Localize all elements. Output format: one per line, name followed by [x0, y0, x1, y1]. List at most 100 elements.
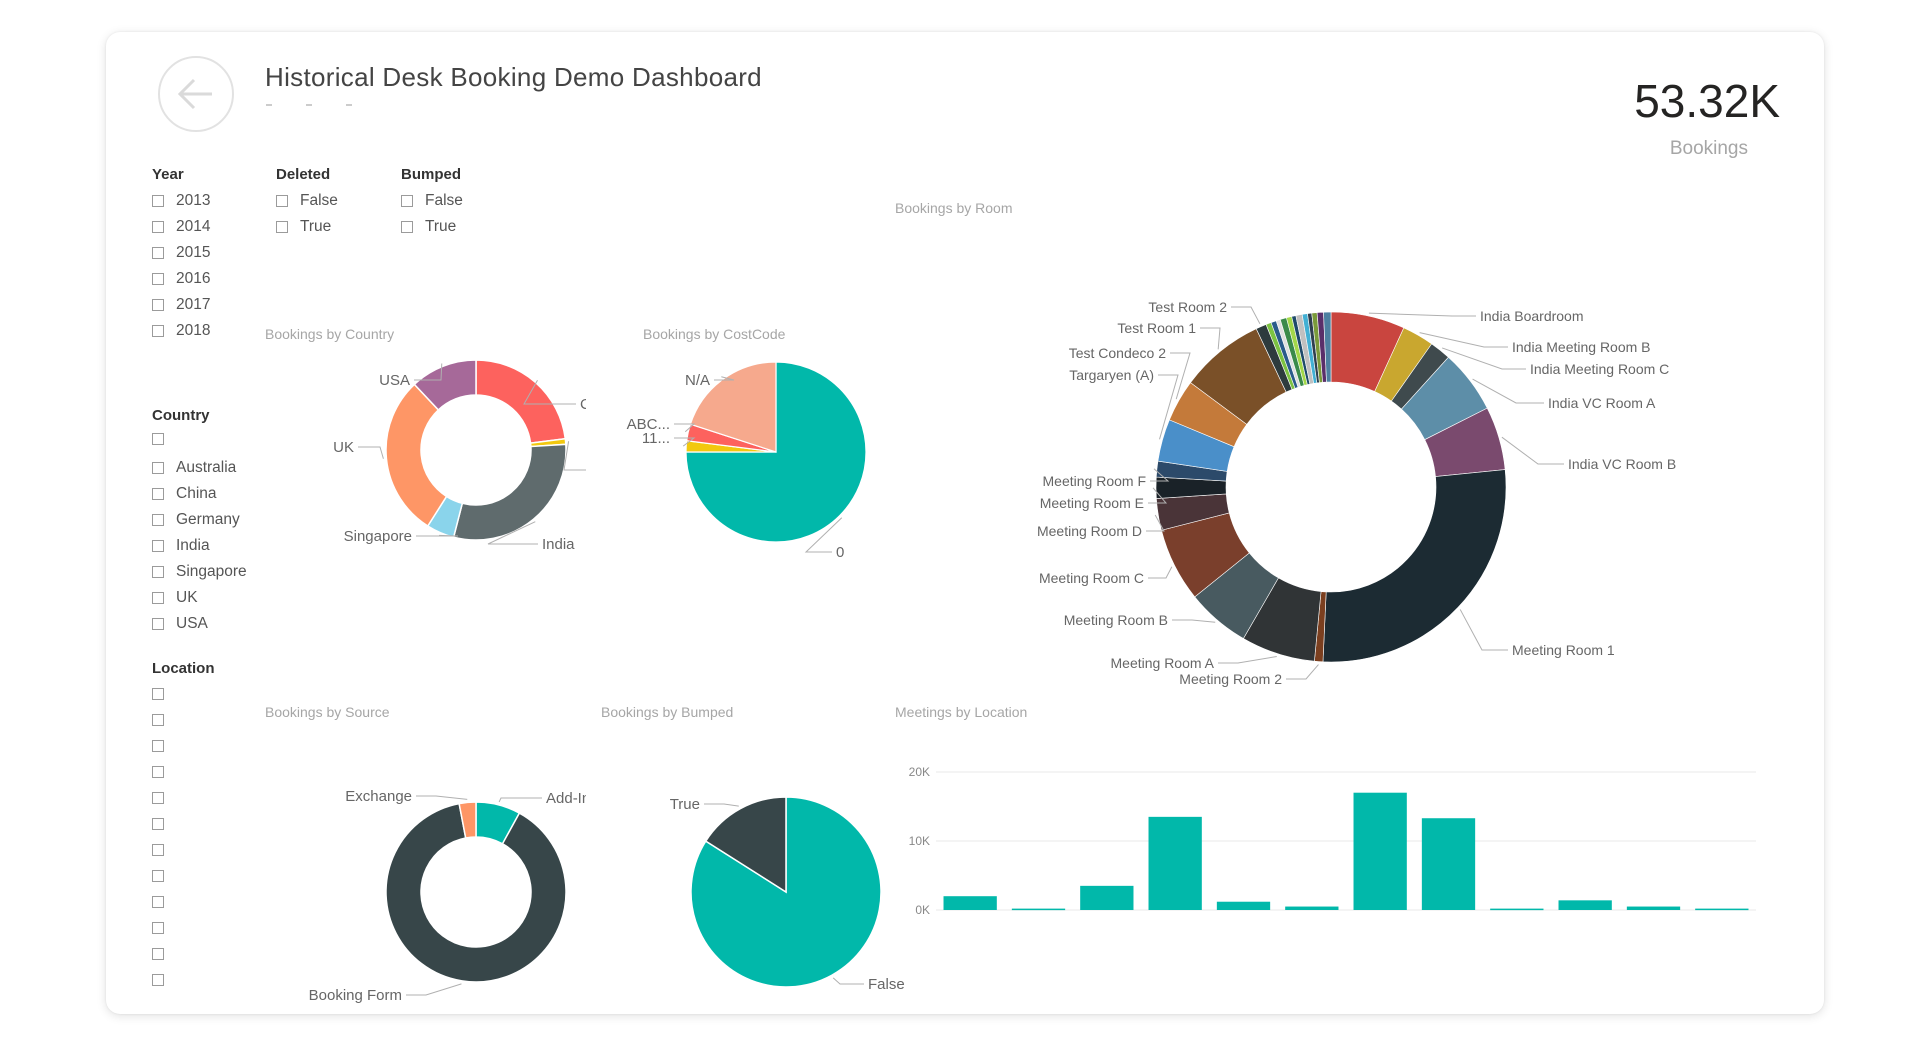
pie-slice[interactable]	[689, 361, 777, 453]
leader-line	[1148, 566, 1173, 579]
slicer-country-item[interactable]: Australia	[152, 459, 236, 477]
data-label: Meeting Room E	[1040, 495, 1144, 511]
data-label: Exchange	[345, 788, 412, 805]
pie-slice[interactable]	[413, 359, 477, 411]
slicer-country-item[interactable]: USA	[152, 615, 208, 633]
slicer-year-item[interactable]: 2016	[152, 270, 210, 288]
slicer-location-checkbox[interactable]	[152, 870, 164, 882]
checkbox[interactable]	[152, 462, 164, 474]
checkbox[interactable]	[152, 433, 164, 445]
slicer-year-item[interactable]: 2015	[152, 244, 210, 262]
bar[interactable]	[1490, 908, 1544, 911]
data-label: Booking Form	[309, 987, 402, 1004]
pie-slice[interactable]	[1323, 311, 1332, 383]
checkbox[interactable]	[152, 221, 164, 233]
checkbox[interactable]	[152, 325, 164, 337]
slicer-country-item[interactable]: China	[152, 485, 217, 503]
kpi-bookings-value: 53.32K	[1634, 75, 1780, 127]
bar[interactable]	[1216, 901, 1271, 910]
slicer-location-checkbox[interactable]	[152, 740, 164, 752]
chart-title-costcode: Bookings by CostCode	[643, 326, 786, 342]
checkbox[interactable]	[152, 592, 164, 604]
bar[interactable]	[943, 896, 997, 910]
slicer-bumped-item[interactable]: False	[401, 192, 463, 210]
slicer-country-item[interactable]	[152, 433, 176, 445]
checkbox[interactable]	[152, 566, 164, 578]
leader-line	[1419, 332, 1508, 348]
slicer-year-item[interactable]: 2014	[152, 218, 210, 236]
leader-line	[1150, 468, 1170, 482]
leader-line	[1158, 374, 1179, 440]
bar[interactable]	[1626, 906, 1681, 910]
checkbox[interactable]	[152, 540, 164, 552]
pie-slice[interactable]	[385, 802, 567, 983]
y-tick-label: 10K	[909, 834, 930, 848]
pie-slice[interactable]	[704, 796, 787, 894]
bar[interactable]	[1353, 792, 1407, 910]
slicer-location-checkbox[interactable]	[152, 896, 164, 908]
checkbox[interactable]	[152, 247, 164, 259]
slicer-country-item[interactable]: UK	[152, 589, 198, 607]
slicer-year-item[interactable]: 2017	[152, 296, 210, 314]
bar[interactable]	[1285, 906, 1339, 910]
slicer-location-checkbox[interactable]	[152, 818, 164, 830]
arrow-left-icon	[177, 78, 212, 110]
slicer-year-item[interactable]: 2013	[152, 192, 210, 210]
leader-line	[1172, 619, 1216, 623]
leader-line	[1441, 347, 1526, 370]
checkbox[interactable]	[152, 299, 164, 311]
slicer-location-title: Location	[152, 660, 215, 677]
checkbox[interactable]	[276, 221, 288, 233]
data-label: India VC Room A	[1548, 395, 1656, 411]
slicer-location-checkbox[interactable]	[152, 792, 164, 804]
slicer-location-checkbox[interactable]	[152, 844, 164, 856]
slicer-bumped-title: Bumped	[401, 166, 461, 183]
slicer-location-checkbox[interactable]	[152, 974, 164, 986]
title-underline	[266, 104, 356, 106]
leader-line	[1472, 378, 1544, 404]
pie-slice[interactable]	[452, 443, 567, 541]
slicer-deleted-label: True	[300, 218, 332, 235]
slicer-country-label: UK	[176, 589, 198, 606]
bar[interactable]	[1148, 816, 1202, 910]
slicer-deleted-item[interactable]: False	[276, 192, 338, 210]
slicer-deleted-item[interactable]: True	[276, 218, 331, 236]
checkbox[interactable]	[152, 488, 164, 500]
bar[interactable]	[1695, 908, 1749, 911]
chart-location: 20K 10K 0K	[909, 765, 1756, 917]
slicer-location-checkbox[interactable]	[152, 766, 164, 778]
slicer-bumped-item[interactable]: True	[401, 218, 456, 236]
checkbox[interactable]	[152, 618, 164, 630]
leader-line	[1170, 352, 1191, 400]
bar[interactable]	[1558, 900, 1612, 910]
slicer-country-item[interactable]: Germany	[152, 511, 240, 529]
bar[interactable]	[1011, 908, 1066, 911]
slicer-year-item[interactable]: 2018	[152, 322, 210, 340]
checkbox[interactable]	[152, 195, 164, 207]
checkbox[interactable]	[152, 273, 164, 285]
dashboard-card: Historical Desk Booking Demo Dashboard 5…	[106, 32, 1824, 1014]
y-tick-label: 0K	[915, 903, 930, 917]
chart-room: India Boardroom India Meeting Room B India…	[1037, 299, 1676, 687]
slicer-location-checkbox[interactable]	[152, 922, 164, 934]
slicer-location-checkbox[interactable]	[152, 688, 164, 700]
checkbox[interactable]	[401, 221, 413, 233]
slicer-country-item[interactable]: Singapore	[152, 563, 247, 581]
leader-line	[1368, 312, 1476, 317]
checkbox[interactable]	[276, 195, 288, 207]
pie-slice[interactable]	[458, 801, 477, 839]
slicer-location-checkbox[interactable]	[152, 948, 164, 960]
pie-slice[interactable]	[1322, 469, 1507, 663]
slicer-location-checkbox[interactable]	[152, 714, 164, 726]
leader-line	[358, 446, 384, 459]
back-button[interactable]	[158, 56, 234, 132]
bar[interactable]	[1080, 885, 1134, 910]
pie-slice[interactable]	[475, 359, 567, 444]
slicer-country-label: USA	[176, 615, 208, 632]
slicer-country-item[interactable]: India	[152, 537, 210, 555]
checkbox[interactable]	[152, 514, 164, 526]
checkbox[interactable]	[401, 195, 413, 207]
bar[interactable]	[1421, 818, 1476, 910]
leader-line	[416, 795, 468, 800]
